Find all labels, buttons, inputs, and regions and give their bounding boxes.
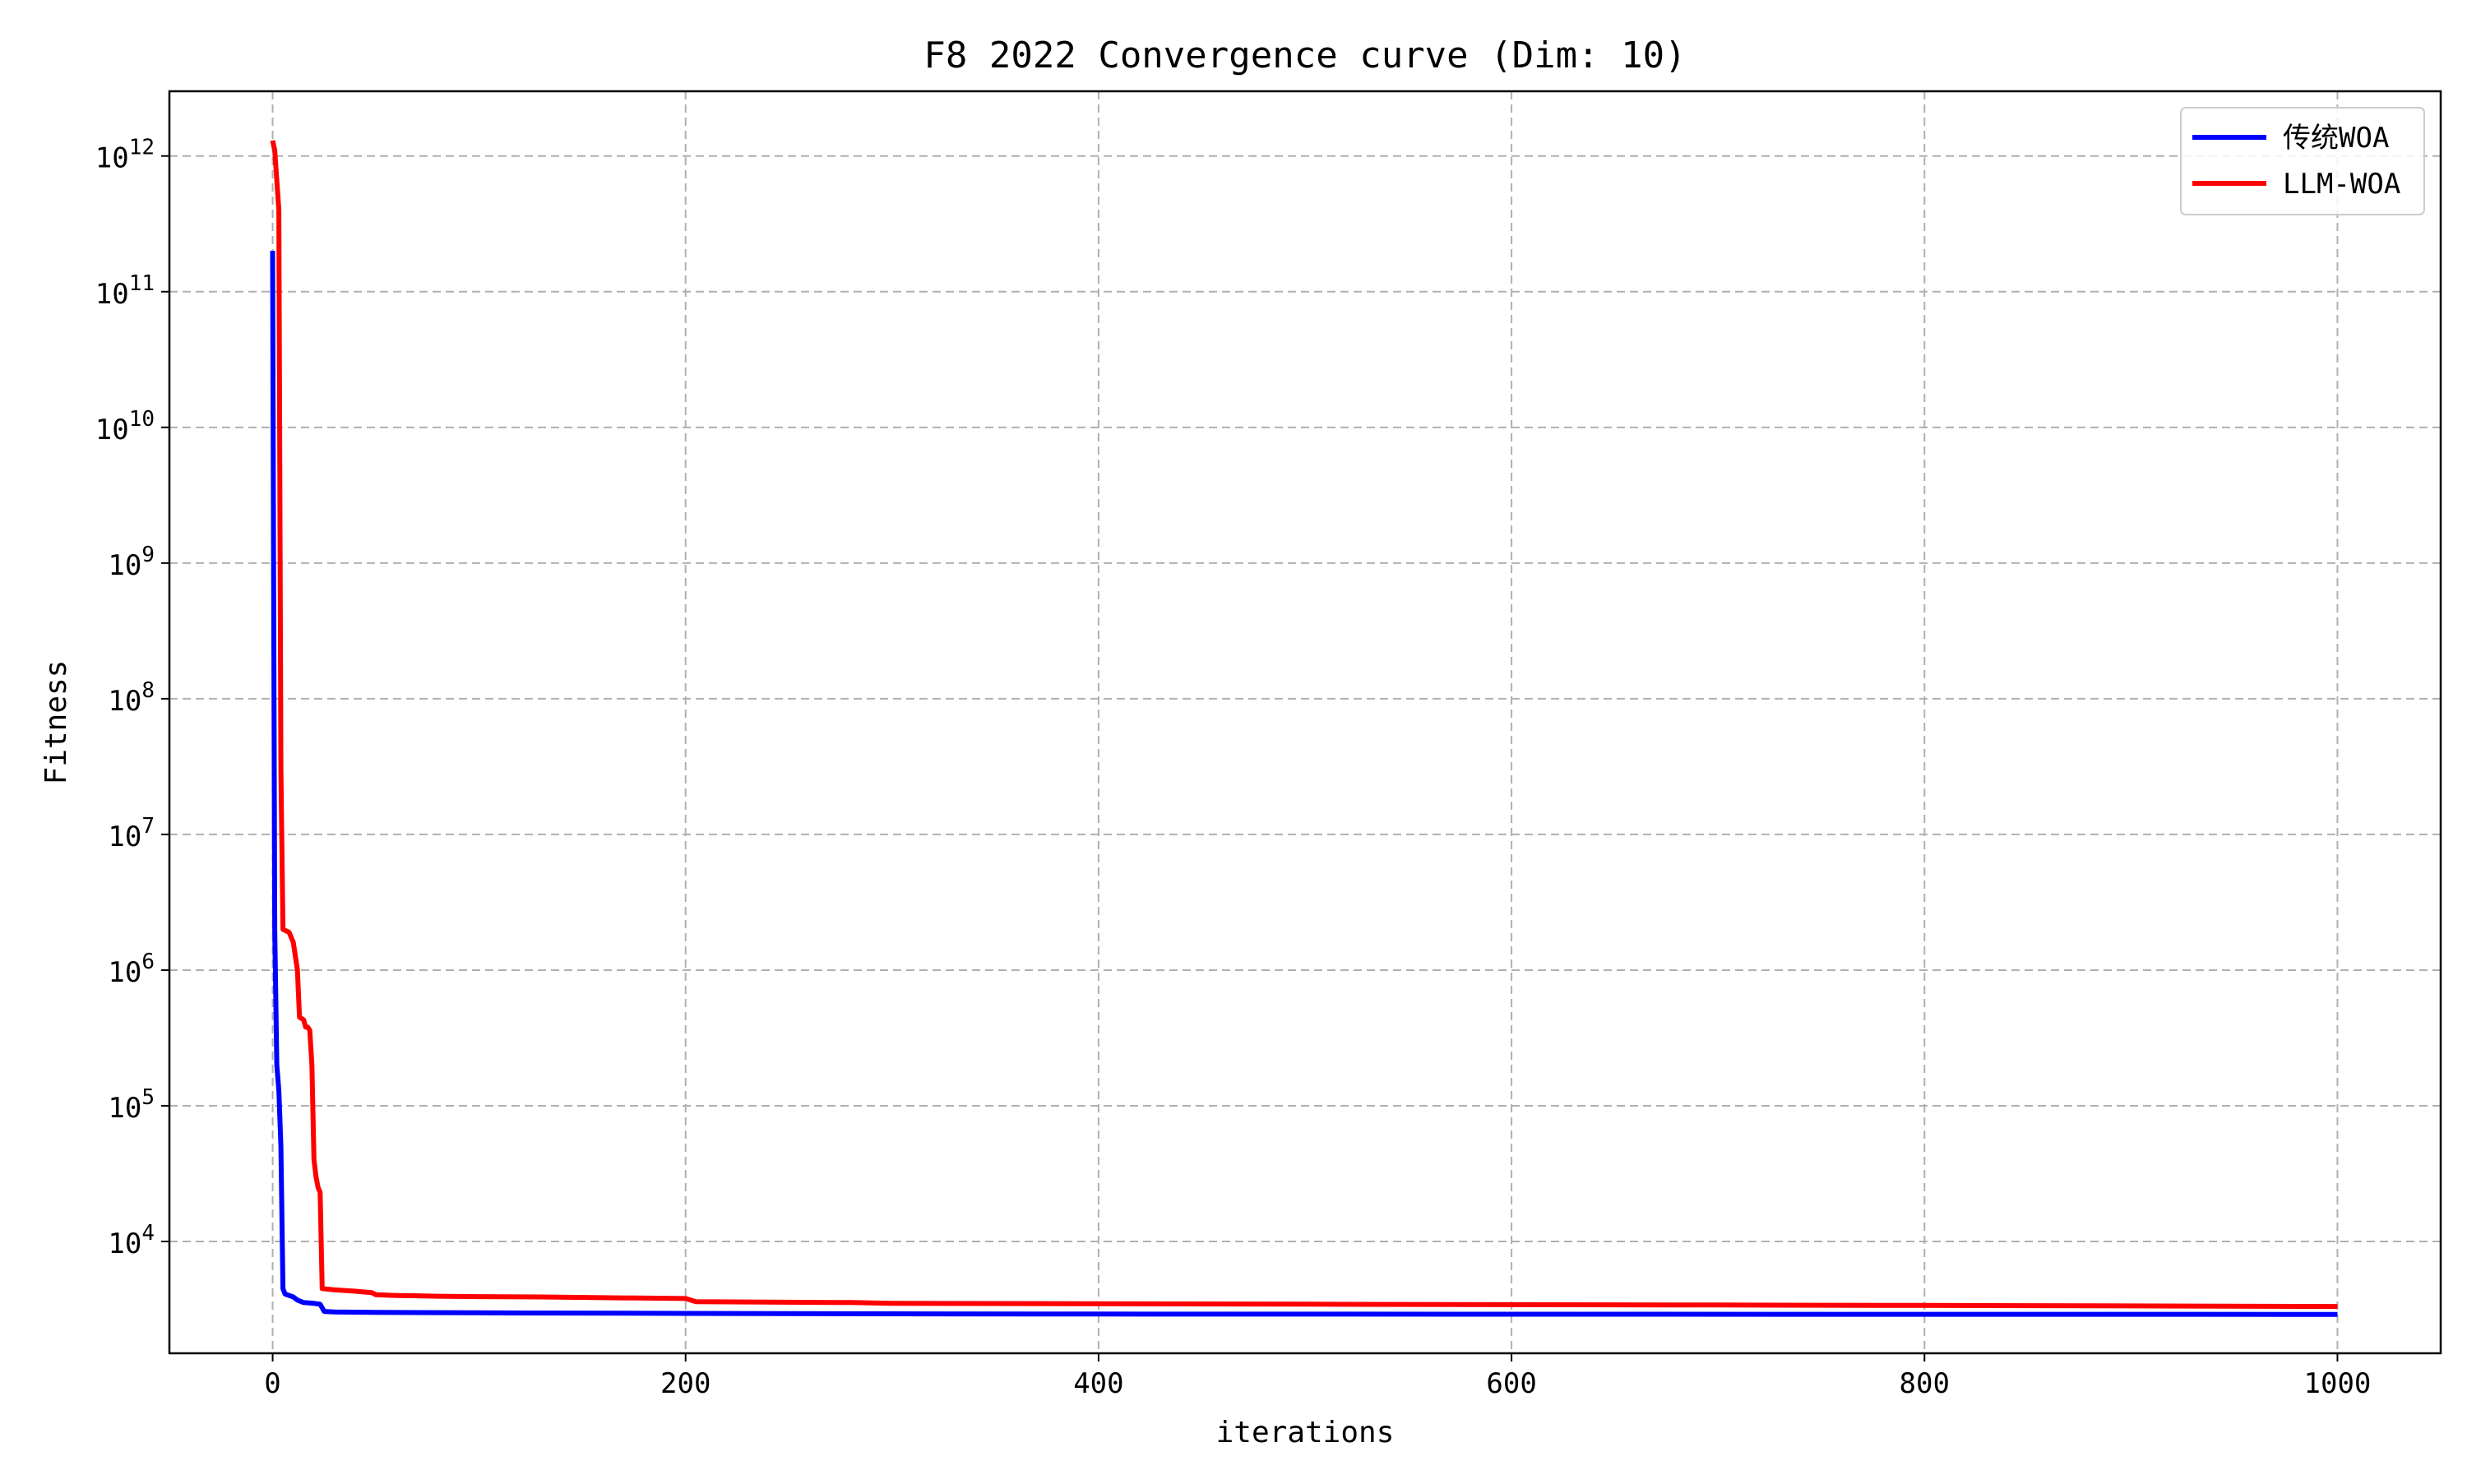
series-line-traditional-woa <box>270 251 2338 1317</box>
y-tick-label: 1012 <box>95 136 155 175</box>
y-tick-label: 1011 <box>95 271 155 311</box>
legend: 传统WOA LLM-WOA <box>2180 107 2425 215</box>
x-tick-label: 400 <box>1073 1367 1123 1400</box>
legend-label-traditional-woa: 传统WOA <box>2283 122 2389 155</box>
y-tick-label: 109 <box>108 543 155 582</box>
axis-ticks: 0 200 400 600 800 1000 104 105 106 107 108 109 1010 1… <box>95 136 2372 1400</box>
x-tick-label: 0 <box>264 1367 280 1400</box>
y-tick-label: 108 <box>108 678 155 718</box>
series-line-llm-woa <box>270 140 2338 1310</box>
x-tick-label: 200 <box>660 1367 710 1400</box>
plot-frame <box>168 90 2442 1355</box>
series-lines <box>270 140 2338 1317</box>
x-tick-label: 600 <box>1486 1367 1536 1400</box>
x-axis-label: iterations <box>1216 1416 1395 1449</box>
legend-label-llm-woa: LLM-WOA <box>2283 168 2400 201</box>
y-tick-label: 104 <box>108 1221 155 1260</box>
grid-lines <box>169 91 2441 1353</box>
y-tick-label: 107 <box>108 814 155 853</box>
legend-box <box>2180 107 2425 215</box>
chart-title: F8 2022 Convergence curve (Dim: 10) <box>923 35 1686 76</box>
y-axis-label: Fitness <box>39 660 73 785</box>
x-tick-label: 800 <box>1900 1367 1950 1400</box>
x-tick-label: 1000 <box>2304 1367 2372 1400</box>
y-tick-label: 106 <box>108 950 155 989</box>
y-tick-label: 105 <box>108 1085 155 1125</box>
y-tick-label: 1010 <box>95 407 155 446</box>
